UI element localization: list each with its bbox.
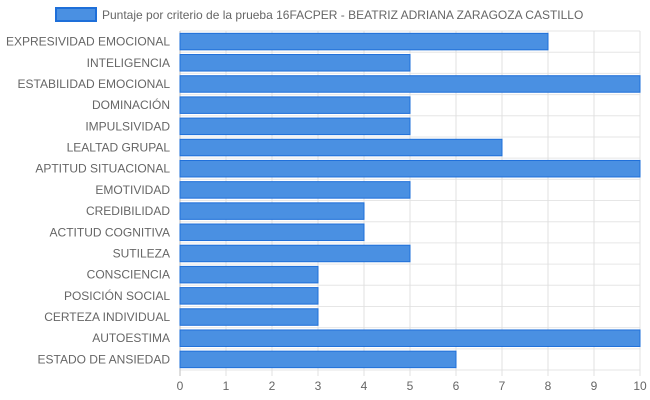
- bar[interactable]: [179, 138, 503, 157]
- y-tick-label: CREDIBILIDAD: [86, 204, 170, 218]
- y-tick-label: ACTITUD COGNITIVA: [50, 225, 170, 239]
- bars: [179, 32, 641, 369]
- bar[interactable]: [179, 223, 365, 242]
- bar[interactable]: [179, 265, 319, 284]
- bar[interactable]: [179, 350, 457, 369]
- x-tick-label: 8: [545, 379, 552, 393]
- chart-legend[interactable]: Puntaje por criterio de la prueba 16FACP…: [55, 7, 583, 22]
- legend-label: Puntaje por criterio de la prueba 16FACP…: [102, 8, 583, 22]
- bar[interactable]: [179, 329, 641, 347]
- x-tick-label: 9: [591, 379, 598, 393]
- bar[interactable]: [179, 75, 641, 93]
- y-tick-label: APTITUD SITUACIONAL: [35, 162, 170, 176]
- bar[interactable]: [179, 202, 365, 220]
- x-tick-label: 4: [361, 379, 368, 393]
- bar[interactable]: [179, 159, 641, 178]
- x-tick-label: 6: [453, 379, 460, 393]
- y-tick-label: POSICIÓN SOCIAL: [64, 288, 170, 303]
- x-tick-label: 1: [223, 379, 230, 393]
- y-tick-label: LEALTAD GRUPAL: [67, 141, 171, 155]
- y-tick-label: ESTABILIDAD EMOCIONAL: [18, 77, 171, 91]
- bar[interactable]: [179, 244, 411, 263]
- bar[interactable]: [179, 96, 411, 114]
- x-tick-label: 10: [633, 379, 647, 393]
- y-tick-label: SUTILEZA: [113, 246, 170, 260]
- y-tick-label: CONSCIENCIA: [87, 268, 170, 282]
- y-tick-label: INTELIGENCIA: [87, 56, 170, 70]
- bar[interactable]: [179, 117, 411, 136]
- x-axis-labels: 0 1 2 3 4 5 6 7 8 9 10: [177, 379, 647, 393]
- y-tick-label: AUTOESTIMA: [92, 331, 170, 345]
- bar[interactable]: [179, 32, 549, 51]
- x-tick-label: 7: [499, 379, 506, 393]
- y-tick-label: DOMINACIÓN: [92, 97, 170, 112]
- y-tick-label: ESTADO DE ANSIEDAD: [38, 352, 171, 366]
- x-tick-label: 3: [315, 379, 322, 393]
- y-tick-label: IMPULSIVIDAD: [85, 119, 170, 133]
- y-axis-labels: EXPRESIVIDAD EMOCIONAL INTELIGENCIA ESTABI…: [6, 35, 170, 367]
- y-tick-label: CERTEZA INDIVIDUAL: [44, 310, 170, 324]
- x-tick-label: 0: [177, 379, 184, 393]
- legend-swatch: [55, 7, 97, 22]
- y-tick-label: EMOTIVIDAD: [95, 183, 170, 197]
- bar[interactable]: [179, 287, 319, 305]
- x-tick-label: 2: [269, 379, 276, 393]
- y-tick-label: EXPRESIVIDAD EMOCIONAL: [6, 35, 170, 49]
- bar[interactable]: [179, 181, 411, 199]
- x-tick-label: 5: [407, 379, 414, 393]
- bar[interactable]: [179, 308, 319, 326]
- bar[interactable]: [179, 54, 411, 72]
